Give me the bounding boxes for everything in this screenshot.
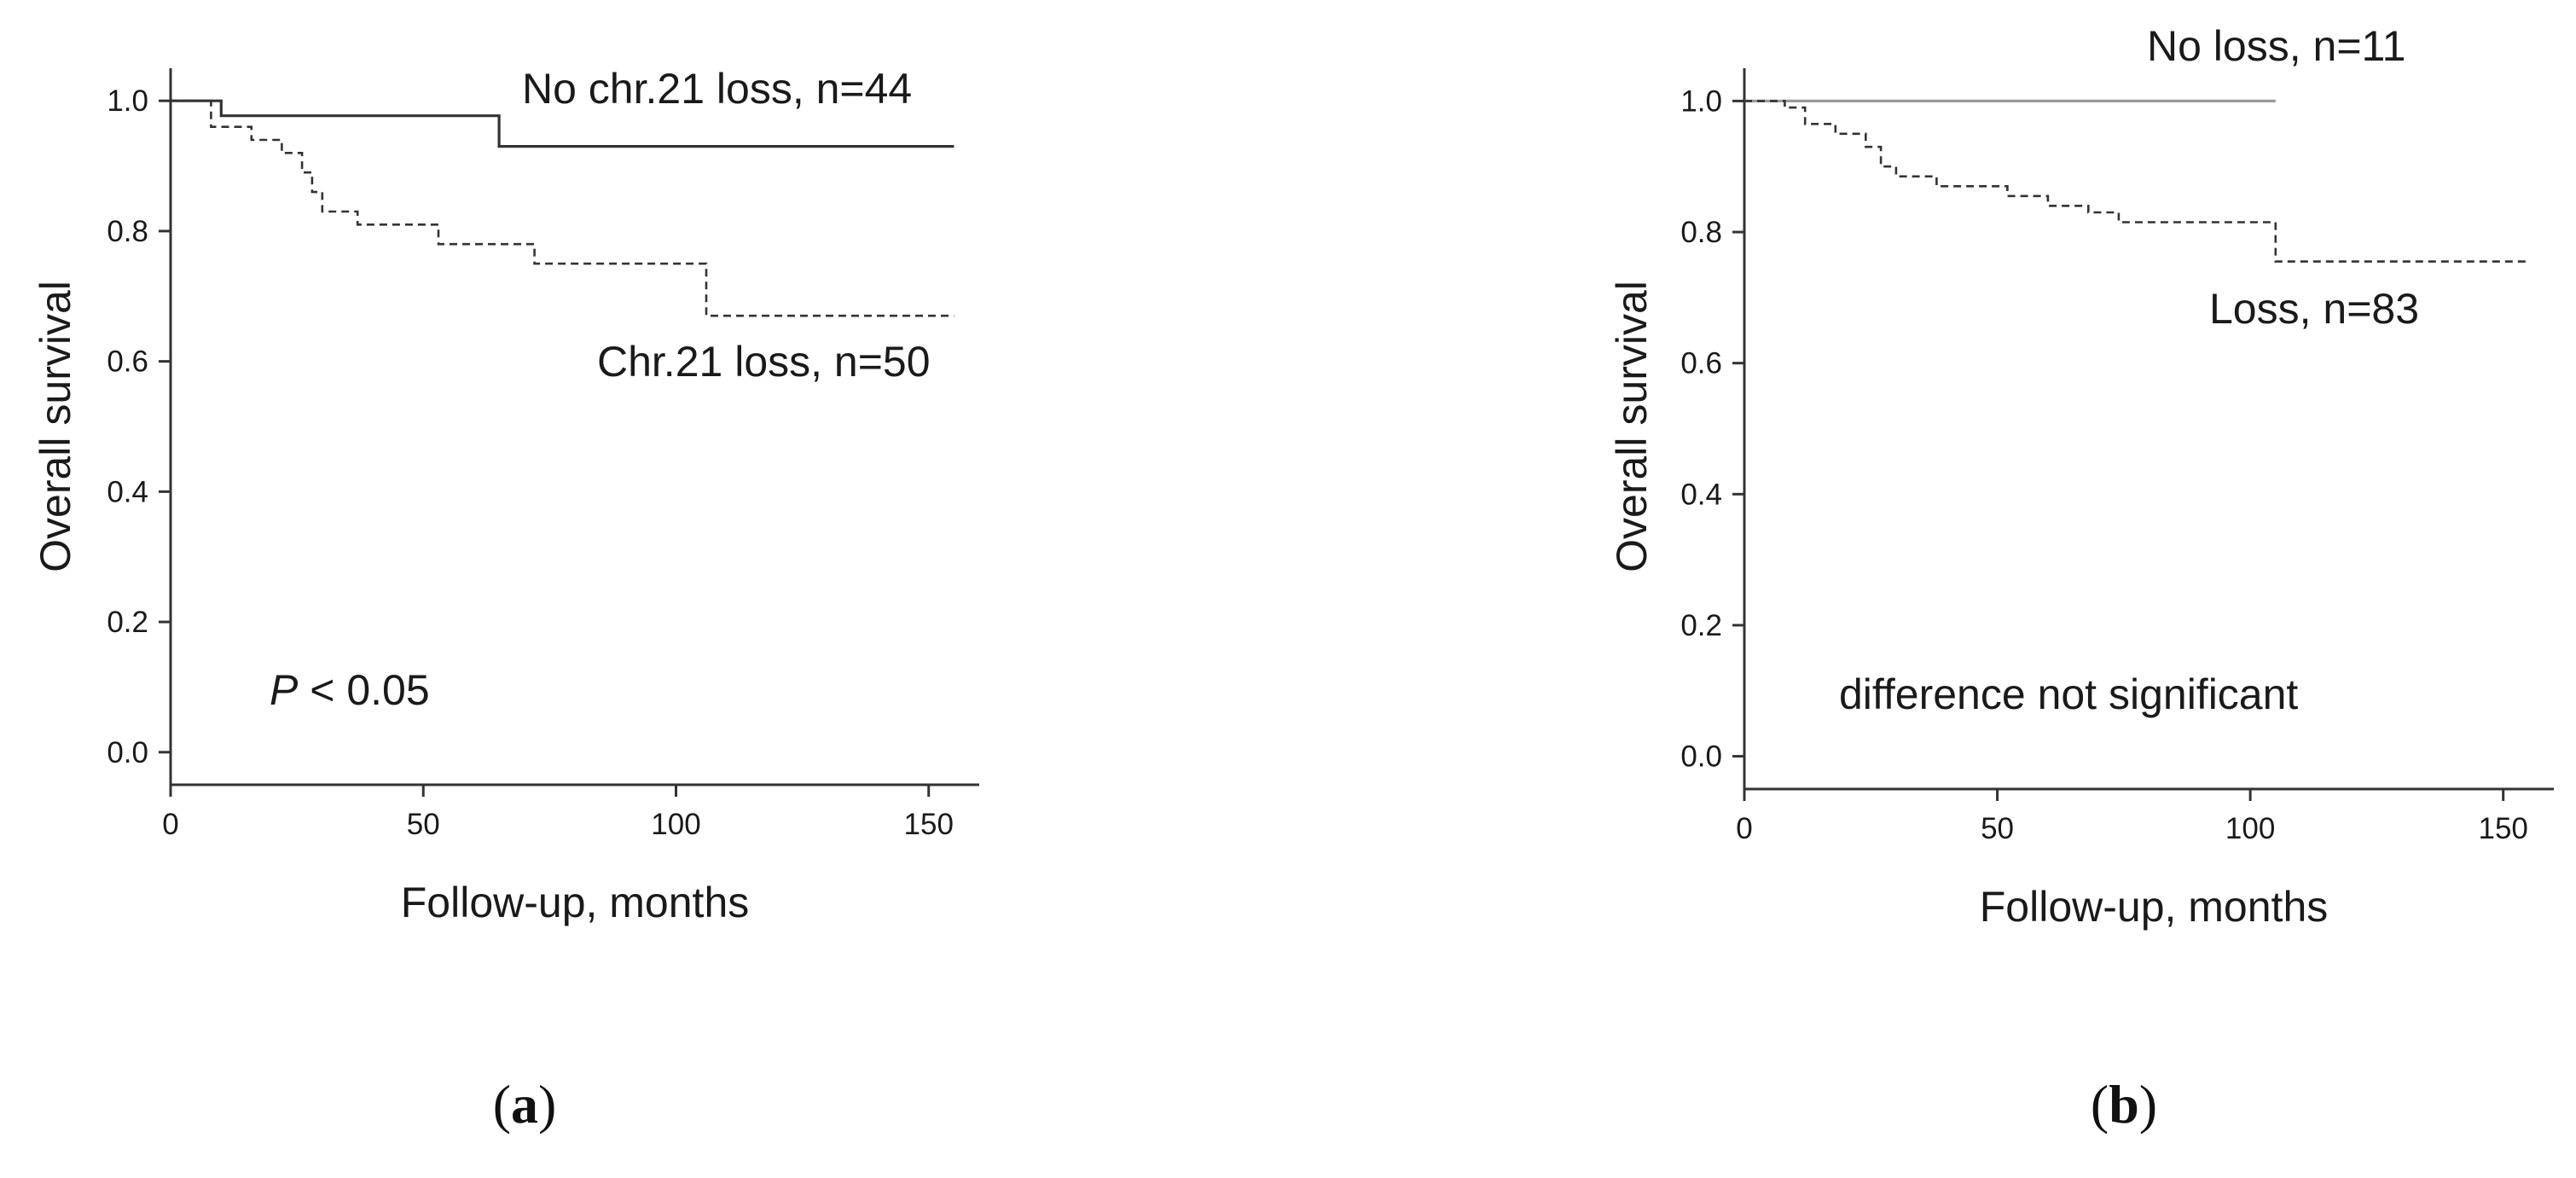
panel-a-x-tick-label: 50: [407, 808, 440, 841]
panel-a-series-label-loss: Chr.21 loss, n=50: [597, 338, 931, 386]
panel-a-x-tick-label: 100: [651, 808, 700, 841]
panel-a-p-threshold: < 0.05: [298, 666, 429, 714]
panel-a-curve-no-loss: [171, 99, 954, 148]
panel-b-letter: b: [2109, 1074, 2139, 1134]
panel-b-x-tick-label: 0: [1736, 812, 1752, 845]
panel-b-y-ticks: 0.0 0.2 0.4 0.6 0.8 1.0: [1680, 84, 1744, 774]
panel-a-x-tick-label: 150: [904, 808, 954, 841]
panel-b-y-tick-label: 0.4: [1680, 478, 1722, 511]
panel-a-letter: a: [511, 1074, 538, 1134]
panel-a-y-axis-title: Overall survival: [32, 281, 79, 572]
panel-b-x-tick-label: 50: [1981, 812, 2014, 845]
panel-b-x-tick-label: 100: [2225, 812, 2275, 845]
panel-b-curve-loss: [1744, 100, 2529, 263]
panel-b-x-ticks: 0 50 100 150: [1736, 789, 2528, 845]
panel-a-p-value: P < 0.05: [270, 666, 430, 714]
panel-a-y-tick-label: 0.2: [107, 606, 148, 639]
panel-a-x-tick-label: 0: [162, 808, 178, 841]
panel-b-series-label-loss: Loss, n=83: [2209, 285, 2419, 333]
panel-a-y-ticks: 0.0 0.2 0.4 0.6 0.8 1.0: [107, 84, 171, 769]
panel-a-curve-loss: [171, 99, 954, 317]
panel-b-x-tick-label: 150: [2478, 812, 2527, 845]
panel-b-y-tick-label: 0.8: [1680, 216, 1722, 249]
panel-a-x-ticks: 0 50 100 150: [162, 785, 954, 841]
panel-a-series-label-no-loss: No chr.21 loss, n=44: [522, 65, 912, 113]
panel-b-x-axis-title: Follow-up, months: [1980, 883, 2329, 931]
panel-b-y-tick-label: 0.0: [1680, 740, 1722, 774]
panel-b-significance-note: difference not significant: [1839, 670, 2298, 718]
panel-a-y-tick-label: 0.6: [107, 345, 148, 379]
panel-a-y-tick-label: 1.0: [107, 84, 148, 118]
panel-a-y-tick-label: 0.8: [107, 215, 148, 248]
panel-a-chart: 0.0 0.2 0.4 0.6 0.8 1.0 0 50 100 150 Overall sur…: [32, 65, 979, 1134]
panel-b-y-tick-label: 0.2: [1680, 609, 1722, 642]
panel-a-series: [171, 99, 954, 317]
panel-b-y-tick-label: 0.6: [1680, 347, 1722, 380]
panel-b-chart: 0.0 0.2 0.4 0.6 0.8 1.0 0 50 100 150 Overall sur…: [1608, 22, 2554, 1134]
panel-a-y-tick-label: 0.4: [107, 475, 148, 508]
panel-a-p-symbol: P: [270, 666, 299, 714]
panel-b-label: (b): [2091, 1074, 2157, 1134]
panel-b-y-axis-title: Overall survival: [1608, 281, 1656, 572]
panel-b-series: [1744, 99, 2529, 263]
panel-a-x-axis-title: Follow-up, months: [401, 879, 750, 926]
panel-b-series-label-no-loss: No loss, n=11: [2147, 22, 2405, 70]
panel-a-y-tick-label: 0.0: [107, 736, 148, 769]
panel-a-label: (a): [493, 1074, 557, 1134]
panel-b-y-tick-label: 1.0: [1680, 84, 1722, 118]
